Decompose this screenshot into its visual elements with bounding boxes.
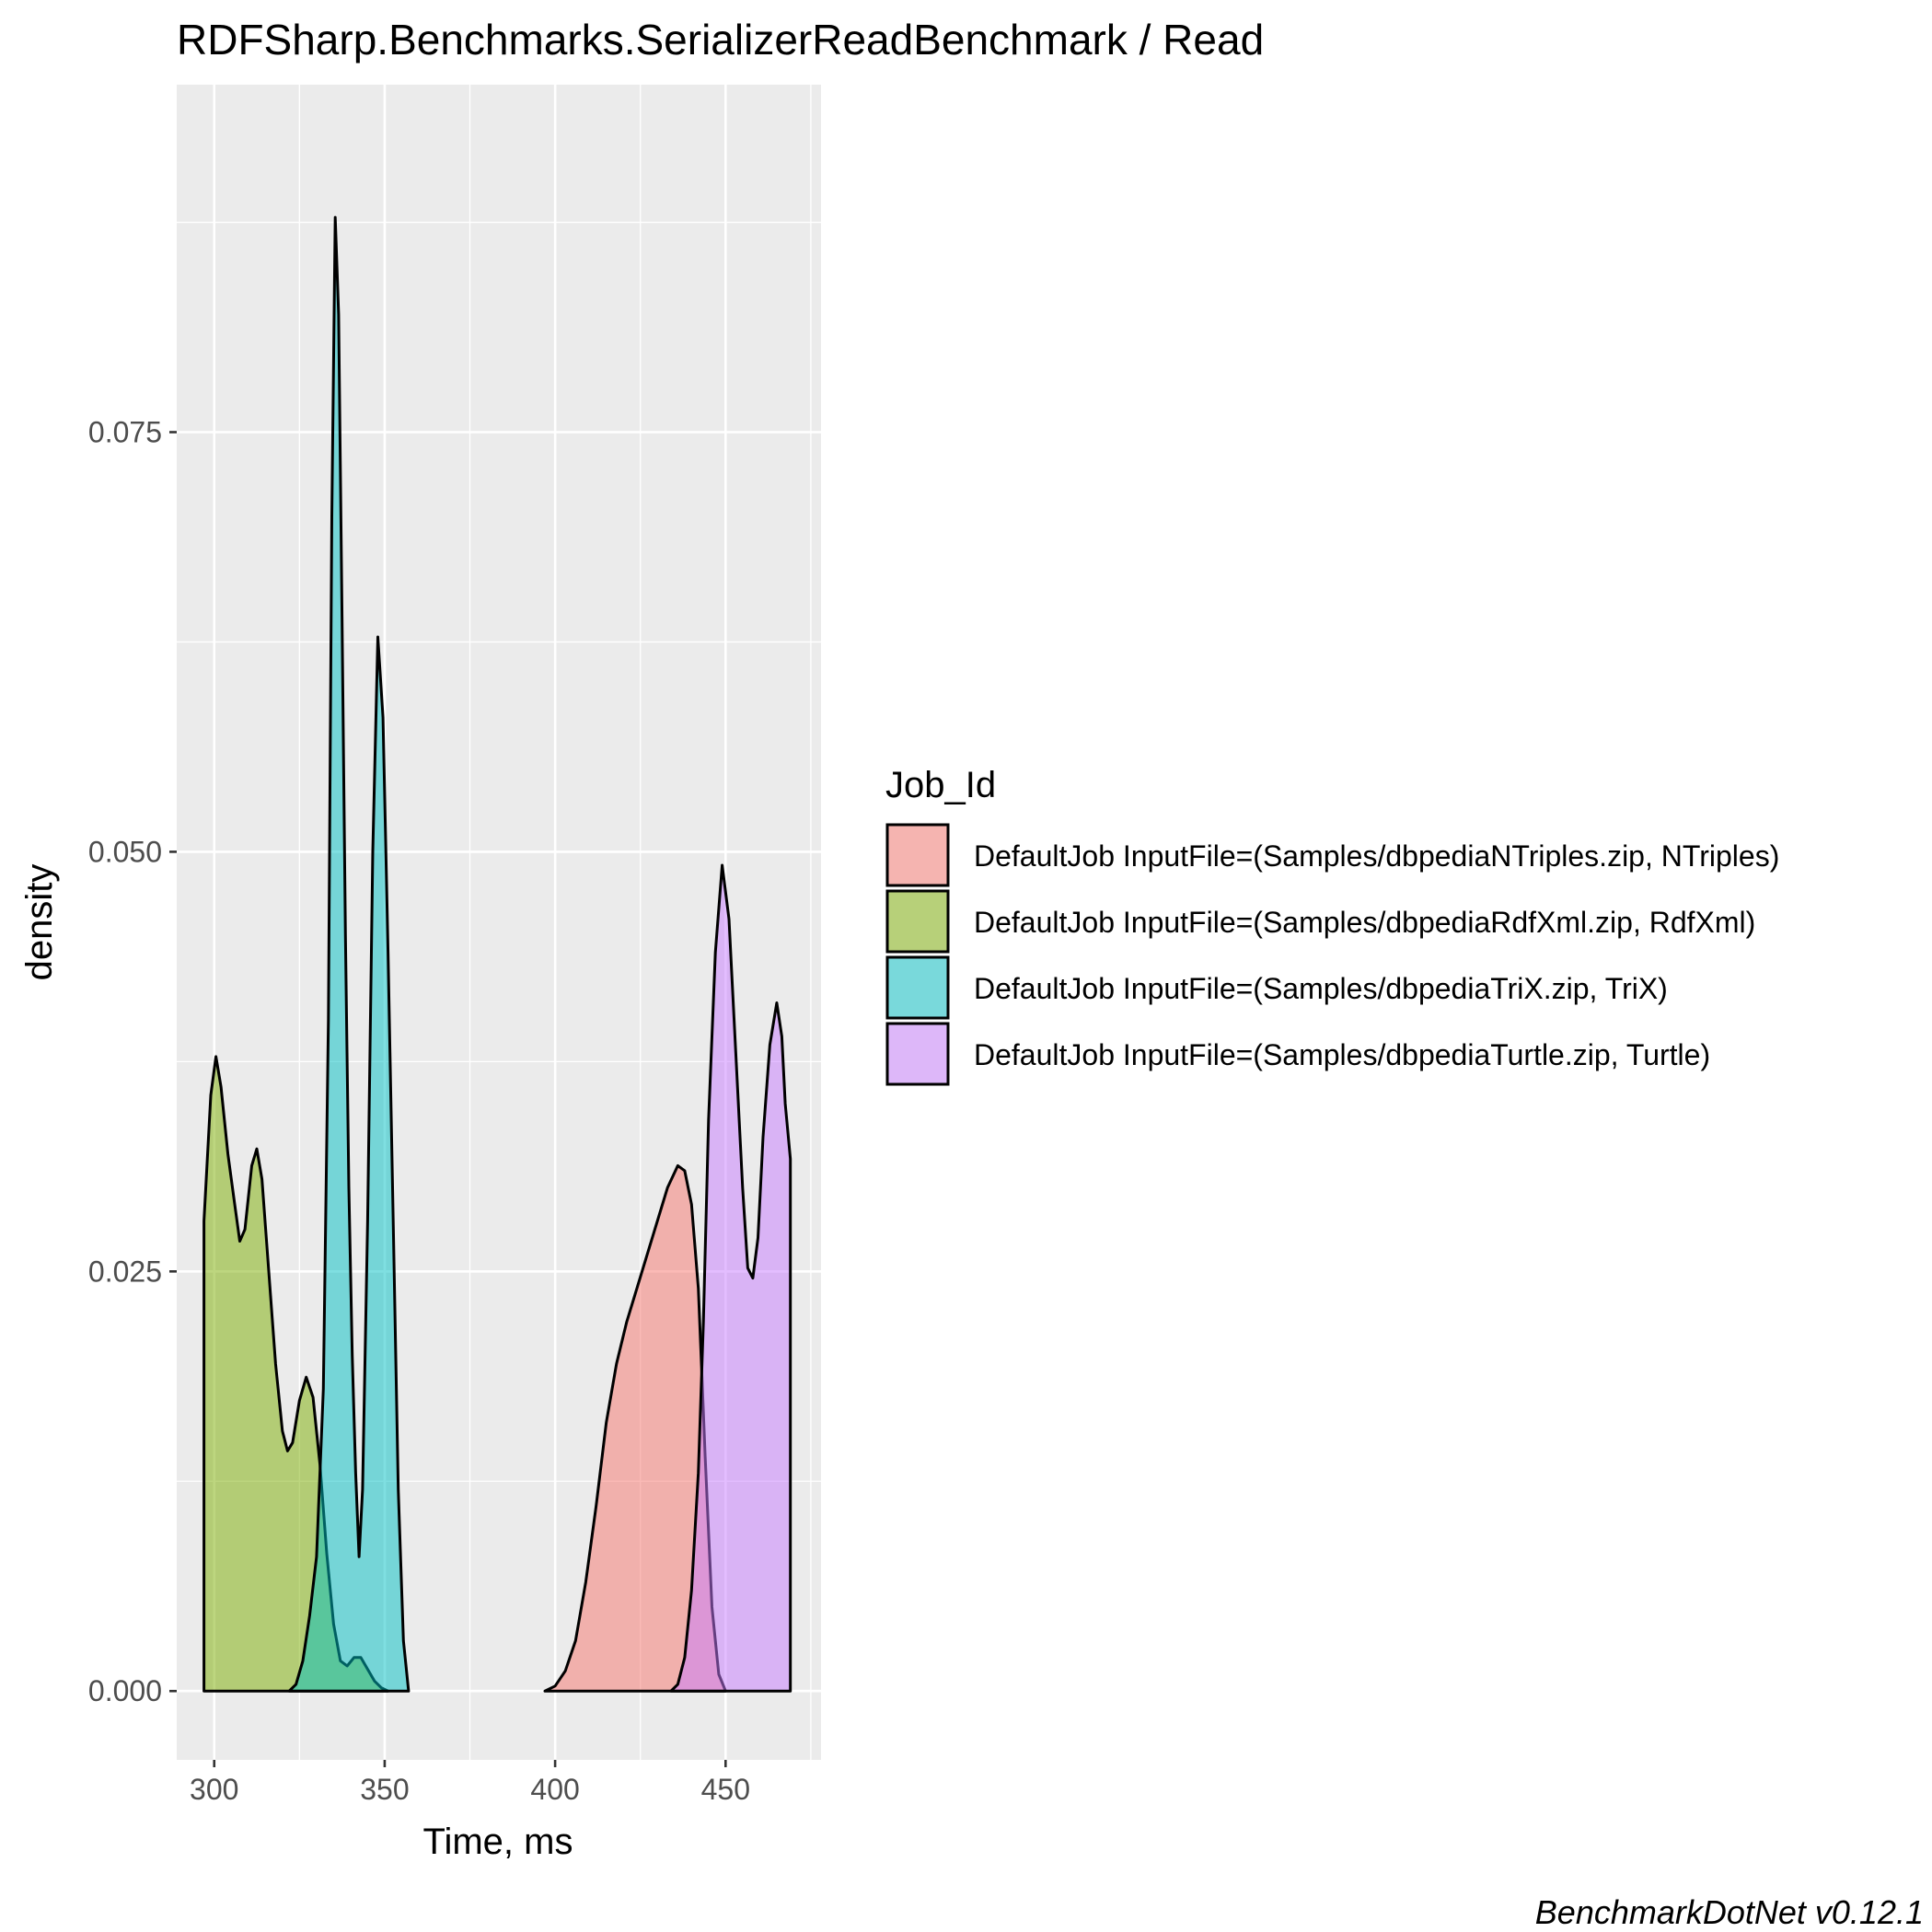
x-tick-label: 300 — [190, 1773, 238, 1806]
legend-key-swatch — [885, 955, 950, 1020]
x-axis: 300 350 400 450 — [190, 1760, 750, 1806]
chart-title: RDFSharp.Benchmarks.SerializerReadBenchm… — [177, 16, 1264, 64]
caption: BenchmarkDotNet v0.12.1 — [1535, 1893, 1924, 1931]
x-tick-label: 350 — [360, 1773, 409, 1806]
legend-key-swatch — [885, 1022, 950, 1086]
legend-title: Job_Id — [885, 765, 996, 805]
x-tick-label: 450 — [701, 1773, 750, 1806]
legend-key-swatch — [885, 823, 950, 887]
legend-items: DefaultJob InputFile=(Samples/dbpediaNTr… — [885, 823, 1779, 1086]
legend-key-swatch — [885, 889, 950, 954]
legend-label: DefaultJob InputFile=(Samples/dbpediaTri… — [974, 972, 1668, 1005]
density-area-4 — [669, 863, 792, 1693]
density-area-3 — [287, 215, 411, 1693]
legend-label: DefaultJob InputFile=(Samples/dbpediaTur… — [974, 1038, 1710, 1071]
legend-label: DefaultJob InputFile=(Samples/dbpediaRdf… — [974, 906, 1755, 939]
y-axis: 0.000 0.025 0.050 0.075 — [88, 415, 177, 1707]
legend: Job_Id DefaultJob InputFile=(Samples/dbp… — [885, 765, 1779, 1086]
minor-gridlines — [177, 85, 821, 1760]
y-tick-label: 0.025 — [88, 1255, 162, 1288]
legend-label: DefaultJob InputFile=(Samples/dbpediaNTr… — [974, 839, 1779, 873]
x-axis-label: Time, ms — [423, 1822, 573, 1862]
y-tick-label: 0.050 — [88, 835, 162, 868]
y-tick-label: 0.075 — [88, 415, 162, 448]
y-tick-label: 0.000 — [88, 1674, 162, 1707]
density-series — [202, 215, 792, 1693]
x-tick-label: 400 — [530, 1773, 579, 1806]
y-axis-label: density — [19, 864, 60, 981]
